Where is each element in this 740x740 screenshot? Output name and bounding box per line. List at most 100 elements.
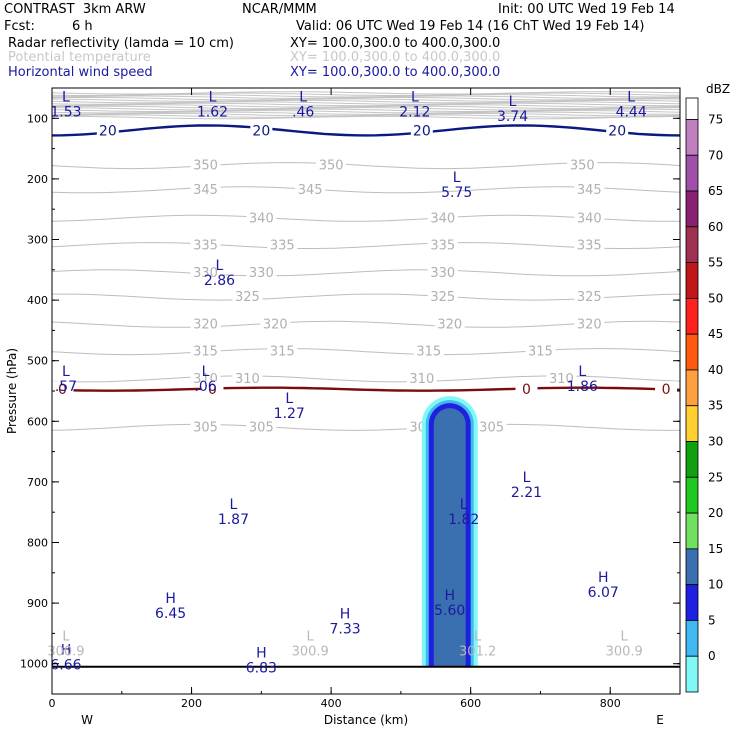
reflectivity-column <box>433 408 466 667</box>
y-axis-label: Pressure (hPa) <box>5 348 19 434</box>
theta-contour-line <box>52 111 681 115</box>
legend-color-box <box>685 441 699 478</box>
contour-label-bg <box>476 419 507 434</box>
legend-color-box <box>685 620 699 657</box>
legend-level-label: 55 <box>708 256 723 270</box>
theta-contour-label: 315 <box>193 345 218 360</box>
wind-high-marker: H <box>340 606 351 622</box>
theta-contour-line <box>51 94 681 98</box>
theta-contour-label: 345 <box>298 183 323 198</box>
contour-label-bg <box>427 289 458 304</box>
theta-contour-label: 315 <box>416 345 441 360</box>
contour-label-bg <box>190 237 221 252</box>
init-time: Init: 00 UTC Wed 19 Feb 14 <box>498 2 675 17</box>
theta-contour-line <box>51 99 681 104</box>
wind-low-marker: L <box>230 497 238 513</box>
contour-label-bg <box>427 237 458 252</box>
wind-extreme-value: 5.60 <box>434 603 465 619</box>
contour-label-bg <box>190 419 221 434</box>
wind-high-marker: H <box>165 591 176 607</box>
theta-low-marker: L <box>621 630 629 645</box>
theta-contour-label: 330 <box>193 266 218 281</box>
theta-contour-label: 350 <box>570 159 595 174</box>
legend-color-box <box>685 405 699 442</box>
theta-contour-line <box>51 348 681 356</box>
legend-title: dBZ <box>706 82 730 96</box>
legend-color-box <box>685 369 699 407</box>
wind-extreme-value: 1.87 <box>218 512 249 528</box>
theta-contour-label: 305 <box>479 420 504 435</box>
wind-extreme-value: 4.44 <box>616 104 647 120</box>
contour-label-bg <box>546 370 577 385</box>
theta-contour-line <box>51 97 681 101</box>
wind-extreme-value: 3.74 <box>497 109 528 125</box>
theta-contour-label: 325 <box>577 290 602 305</box>
contour-label-bg <box>295 181 326 196</box>
theta-contour-label: 345 <box>577 183 602 198</box>
contour-label-bg <box>574 237 605 252</box>
legend-color-box <box>685 548 699 586</box>
wind-contour-line <box>51 386 681 392</box>
theta-contour-label: 310 <box>409 372 434 387</box>
contour-label-bg <box>606 122 629 138</box>
field-theta-name: Potential temperature <box>8 50 151 65</box>
wind-contour-label: 20 <box>99 123 117 139</box>
field-reflectivity-name: Radar reflectivity (lamda = 10 cm) <box>8 36 234 51</box>
theta-extreme-value: 300.9 <box>606 645 643 660</box>
wind-contour-line <box>51 124 681 137</box>
wind-extreme-value: 6.07 <box>588 585 619 601</box>
legend-color-box <box>685 512 699 550</box>
legend-level-label: 5 <box>708 613 716 627</box>
theta-contour-line <box>51 423 681 431</box>
wind-contour-label: 20 <box>413 123 431 139</box>
theta-contour-line <box>52 115 681 120</box>
theta-contour-label: 320 <box>263 317 288 332</box>
wind-high-marker: H <box>444 588 455 604</box>
wind-low-marker: L <box>202 364 210 380</box>
contour-label-bg <box>190 343 221 358</box>
wind-contour-label: 20 <box>608 123 626 139</box>
theta-contour-label: 310 <box>235 372 260 387</box>
wind-extreme-value: 1.82 <box>448 512 479 528</box>
y-tick-label: 100 <box>27 112 48 125</box>
wind-low-marker: L <box>209 89 217 105</box>
legend-color-box <box>685 476 699 514</box>
wind-low-marker: L <box>285 391 293 407</box>
contour-label-bg <box>567 157 598 172</box>
contour-label-bg <box>427 264 458 279</box>
wind-contour-label: 0 <box>522 382 531 398</box>
wind-high-marker: H <box>598 570 609 586</box>
legend-color-box <box>685 119 699 156</box>
contour-label-bg <box>246 419 277 434</box>
wind-contour-label: 0 <box>208 382 217 398</box>
legend-level-label: 35 <box>708 399 723 413</box>
legend-level-label: 40 <box>708 363 723 377</box>
contour-label-bg <box>413 343 444 358</box>
contour-label-bg <box>515 381 538 397</box>
legend-color-box <box>685 584 699 621</box>
theta-contour-label: 350 <box>193 159 218 174</box>
wind-low-marker: L <box>299 89 307 105</box>
x-axis-label: Distance (km) <box>324 713 408 727</box>
theta-contour-label: 325 <box>430 290 455 305</box>
legend-level-label: 65 <box>708 184 723 198</box>
wind-extreme-value: 2.12 <box>399 104 430 120</box>
y-tick-label: 700 <box>27 476 48 489</box>
theta-contour-label: 315 <box>528 345 553 360</box>
legend-color-box <box>685 190 699 228</box>
contour-label-bg <box>655 381 678 397</box>
valid-time: Valid: 06 UTC Wed 19 Feb 14 (16 ChT Wed … <box>296 19 645 34</box>
fcst-value: 6 h <box>72 19 93 34</box>
wind-extreme-value: 1.53 <box>50 104 81 120</box>
legend-color-box <box>685 655 699 693</box>
legend-color-box <box>685 226 699 264</box>
contour-label-bg <box>232 289 263 304</box>
y-tick-label: 500 <box>27 355 48 368</box>
wind-contour-label: 0 <box>58 382 67 398</box>
wind-extreme-value: 2.86 <box>204 273 235 289</box>
wind-low-marker: L <box>509 94 517 110</box>
theta-contour-label: 315 <box>270 345 295 360</box>
wind-low-marker: L <box>411 89 419 105</box>
theta-contour-label: 305 <box>249 420 274 435</box>
org-label: NCAR/MMM <box>242 2 317 17</box>
